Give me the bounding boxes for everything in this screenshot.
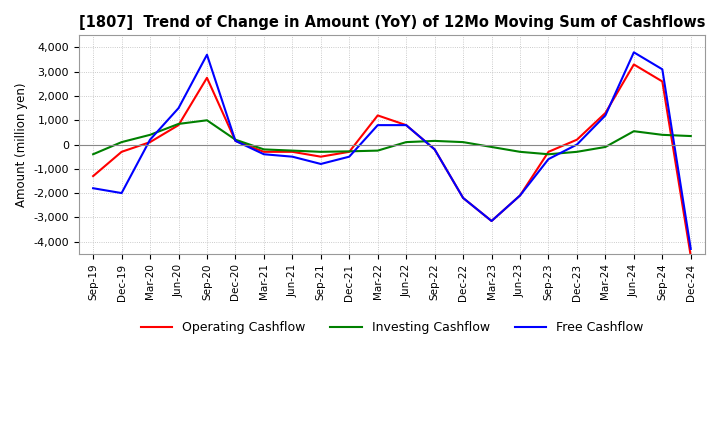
Free Cashflow [487, 218, 496, 224]
Title: [1807]  Trend of Change in Amount (YoY) of 12Mo Moving Sum of Cashflows: [1807] Trend of Change in Amount (YoY) o… [78, 15, 705, 30]
Operating Cashflow [629, 62, 638, 67]
Operating Cashflow [345, 149, 354, 154]
Free Cashflow [459, 195, 467, 201]
Free Cashflow [145, 137, 154, 142]
Free Cashflow [572, 142, 581, 147]
Operating Cashflow [544, 149, 553, 154]
Free Cashflow [601, 113, 610, 118]
Free Cashflow [288, 154, 297, 159]
Investing Cashflow [288, 148, 297, 153]
Operating Cashflow [487, 218, 496, 224]
Investing Cashflow [317, 149, 325, 154]
Free Cashflow [317, 161, 325, 167]
Investing Cashflow [487, 144, 496, 150]
Line: Free Cashflow: Free Cashflow [93, 52, 690, 249]
Operating Cashflow [260, 149, 269, 154]
Operating Cashflow [686, 253, 695, 259]
Investing Cashflow [658, 132, 667, 137]
Operating Cashflow [288, 149, 297, 154]
Operating Cashflow [117, 149, 126, 154]
Investing Cashflow [544, 152, 553, 157]
Free Cashflow [345, 154, 354, 159]
Operating Cashflow [202, 75, 211, 81]
Operating Cashflow [231, 138, 240, 143]
Operating Cashflow [402, 122, 410, 128]
Operating Cashflow [145, 139, 154, 145]
Free Cashflow [516, 193, 524, 198]
Investing Cashflow [345, 149, 354, 154]
Investing Cashflow [431, 138, 439, 143]
Free Cashflow [231, 138, 240, 143]
Operating Cashflow [601, 110, 610, 116]
Operating Cashflow [516, 193, 524, 198]
Legend: Operating Cashflow, Investing Cashflow, Free Cashflow: Operating Cashflow, Investing Cashflow, … [135, 316, 648, 339]
Free Cashflow [202, 52, 211, 57]
Investing Cashflow [89, 152, 97, 157]
Line: Operating Cashflow: Operating Cashflow [93, 64, 690, 256]
Operating Cashflow [174, 122, 183, 128]
Operating Cashflow [658, 79, 667, 84]
Operating Cashflow [572, 137, 581, 142]
Investing Cashflow [260, 147, 269, 152]
Investing Cashflow [402, 139, 410, 145]
Y-axis label: Amount (million yen): Amount (million yen) [15, 82, 28, 207]
Line: Investing Cashflow: Investing Cashflow [93, 120, 690, 154]
Free Cashflow [658, 67, 667, 72]
Free Cashflow [686, 246, 695, 252]
Investing Cashflow [202, 117, 211, 123]
Free Cashflow [260, 152, 269, 157]
Free Cashflow [629, 50, 638, 55]
Investing Cashflow [374, 148, 382, 153]
Free Cashflow [117, 191, 126, 196]
Investing Cashflow [174, 121, 183, 127]
Operating Cashflow [431, 147, 439, 152]
Free Cashflow [374, 122, 382, 128]
Investing Cashflow [572, 149, 581, 154]
Investing Cashflow [459, 139, 467, 145]
Investing Cashflow [601, 144, 610, 150]
Free Cashflow [174, 106, 183, 111]
Free Cashflow [431, 147, 439, 152]
Operating Cashflow [317, 154, 325, 159]
Investing Cashflow [686, 133, 695, 139]
Free Cashflow [402, 122, 410, 128]
Operating Cashflow [459, 195, 467, 201]
Free Cashflow [89, 186, 97, 191]
Operating Cashflow [374, 113, 382, 118]
Investing Cashflow [231, 137, 240, 142]
Investing Cashflow [145, 132, 154, 137]
Investing Cashflow [516, 149, 524, 154]
Investing Cashflow [117, 139, 126, 145]
Operating Cashflow [89, 173, 97, 179]
Free Cashflow [544, 157, 553, 162]
Investing Cashflow [629, 128, 638, 134]
